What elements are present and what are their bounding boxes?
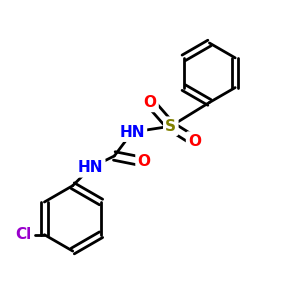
Text: S: S <box>165 119 176 134</box>
Text: Cl: Cl <box>16 227 32 242</box>
Text: O: O <box>188 134 201 148</box>
Text: HN: HN <box>78 160 103 175</box>
Text: HN: HN <box>119 125 145 140</box>
Text: O: O <box>138 154 151 169</box>
Text: O: O <box>143 95 157 110</box>
